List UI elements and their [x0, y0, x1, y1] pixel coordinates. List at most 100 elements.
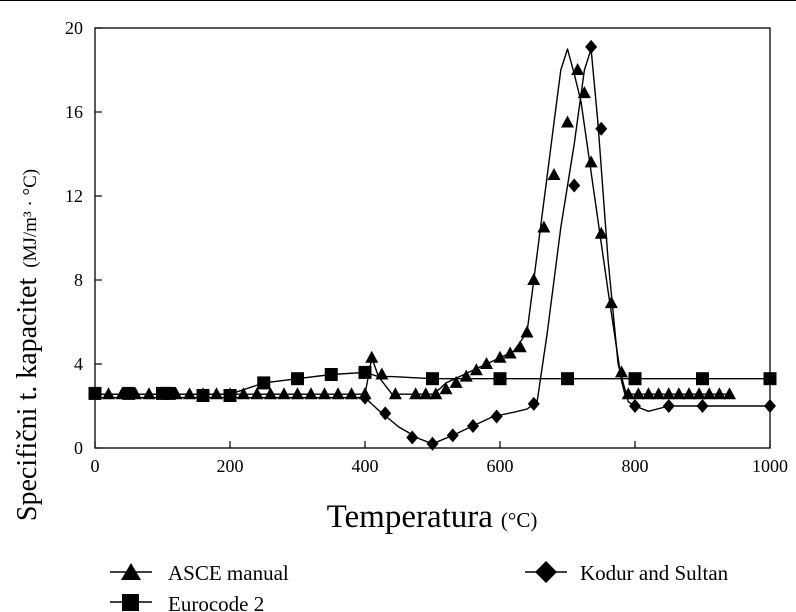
y-tick-label: 12: [65, 186, 83, 206]
legend-label-kodur: Kodur and Sultan: [580, 561, 729, 585]
data-point-asce-manual: [662, 387, 676, 400]
data-point-kodur-and-sultan: [467, 418, 479, 433]
data-point-eurocode-2: [88, 386, 102, 400]
x-tick-label: 400: [352, 456, 379, 476]
data-point-eurocode-2: [223, 389, 237, 402]
legend-label-asce: ASCE manual: [168, 561, 289, 585]
data-point-asce-manual: [469, 363, 483, 376]
data-point-kodur-and-sultan: [406, 430, 419, 445]
data-point-asce-manual: [429, 387, 443, 400]
series-line-asce-manual: [95, 48, 730, 395]
y-axis-title: Specifični t. kapacitet (MJ/m³ · °C): [12, 169, 43, 521]
x-axis-title: Temperatura (°C): [327, 499, 538, 535]
data-point-asce-manual: [503, 346, 517, 359]
data-point-eurocode-2: [162, 386, 176, 400]
legend-label-eurocode: Eurocode 2: [168, 592, 264, 612]
data-point-asce-manual: [102, 387, 115, 400]
x-tick-label: 0: [91, 456, 100, 476]
data-point-asce-manual: [642, 387, 655, 400]
data-point-asce-manual: [318, 387, 331, 400]
data-point-kodur-and-sultan: [595, 121, 608, 136]
data-point-asce-manual: [577, 86, 591, 99]
data-point-kodur-and-sultan: [585, 39, 598, 54]
data-point-asce-manual: [594, 226, 608, 239]
data-point-asce-manual: [723, 387, 736, 400]
data-point-asce-manual: [513, 340, 527, 353]
data-point-asce-manual: [304, 387, 318, 400]
data-point-asce-manual: [672, 387, 686, 400]
data-point-asce-manual: [183, 387, 196, 400]
x-tick-label: 800: [622, 456, 649, 476]
data-point-asce-manual: [520, 325, 534, 338]
x-axis-label: Temperatura: [327, 499, 494, 535]
data-point-asce-manual: [277, 387, 291, 400]
data-point-kodur-and-sultan: [662, 399, 675, 413]
top-border-line: [0, 0, 796, 1]
data-point-asce-manual: [264, 387, 277, 400]
data-point-asce-manual: [210, 387, 223, 400]
data-point-eurocode-2: [324, 368, 338, 381]
y-axis-ticks: 0 4 8 12 16 20: [65, 18, 102, 458]
data-point-asce-manual: [527, 273, 541, 285]
data-point-asce-manual: [712, 387, 726, 400]
y-axis-unit: (MJ/m³ · °C): [20, 169, 41, 268]
data-point-kodur-and-sultan: [629, 399, 641, 413]
data-point-asce-manual: [331, 387, 345, 400]
data-point-asce-manual: [291, 387, 304, 400]
data-point-kodur-and-sultan: [568, 178, 581, 193]
data-point-kodur-and-sultan: [527, 396, 540, 411]
data-point-eurocode-2: [426, 372, 439, 386]
data-point-asce-manual: [547, 168, 561, 180]
legend-item-kodur: Kodur and Sultan: [525, 561, 729, 585]
data-point-asce-manual: [692, 387, 706, 400]
data-point-eurocode-2: [561, 372, 574, 386]
data-point-asce-manual: [493, 350, 507, 363]
data-point-kodur-and-sultan: [490, 409, 503, 424]
x-tick-label: 200: [217, 456, 244, 476]
data-point-asce-manual: [345, 387, 358, 400]
data-point-asce-manual: [537, 220, 551, 233]
x-tick-label: 1000: [752, 456, 788, 476]
data-point-eurocode-2: [122, 386, 136, 400]
data-point-asce-manual: [682, 387, 696, 400]
data-point-kodur-and-sultan: [446, 428, 459, 443]
data-point-asce-manual: [142, 387, 156, 400]
data-point-kodur-and-sultan: [359, 390, 371, 405]
data-point-asce-manual: [409, 387, 423, 400]
data-point-asce-manual: [365, 350, 379, 363]
data-point-asce-manual: [571, 63, 585, 75]
y-tick-label: 8: [74, 270, 83, 290]
data-point-eurocode-2: [257, 376, 271, 390]
data-point-asce-manual: [250, 387, 264, 400]
data-point-asce-manual: [615, 365, 628, 378]
data-point-kodur-and-sultan: [379, 406, 392, 421]
data-point-asce-manual: [702, 387, 716, 400]
data-point-eurocode-2: [763, 372, 777, 386]
data-point-eurocode-2: [291, 372, 304, 386]
data-point-eurocode-2: [493, 372, 507, 386]
data-point-asce-manual: [449, 375, 463, 388]
y-tick-label: 4: [74, 354, 83, 374]
data-point-eurocode-2: [628, 372, 642, 386]
data-point-eurocode-2: [696, 372, 709, 386]
series-layer: [88, 39, 777, 451]
y-tick-label: 20: [65, 18, 83, 38]
data-point-asce-manual: [480, 357, 493, 369]
data-point-asce-manual: [237, 387, 250, 400]
y-tick-label: 0: [74, 438, 83, 458]
data-point-eurocode-2: [196, 389, 210, 402]
data-point-kodur-and-sultan: [696, 399, 709, 413]
x-axis-unit: (°C): [501, 508, 537, 532]
x-tick-label: 600: [487, 456, 514, 476]
data-point-asce-manual: [604, 296, 618, 309]
legend-item-eurocode: Eurocode 2: [110, 592, 264, 612]
data-point-asce-manual: [388, 387, 402, 400]
data-point-asce-manual: [621, 387, 635, 400]
legend-item-asce: ASCE manual: [110, 561, 289, 585]
x-axis-ticks: 0 200 400 600 800 1000: [91, 441, 788, 476]
y-tick-label: 16: [65, 102, 83, 122]
data-point-asce-manual: [439, 382, 453, 395]
legend: ASCE manual Eurocode 2 Kodur and Sultan: [110, 561, 729, 612]
data-point-kodur-and-sultan: [426, 436, 439, 451]
